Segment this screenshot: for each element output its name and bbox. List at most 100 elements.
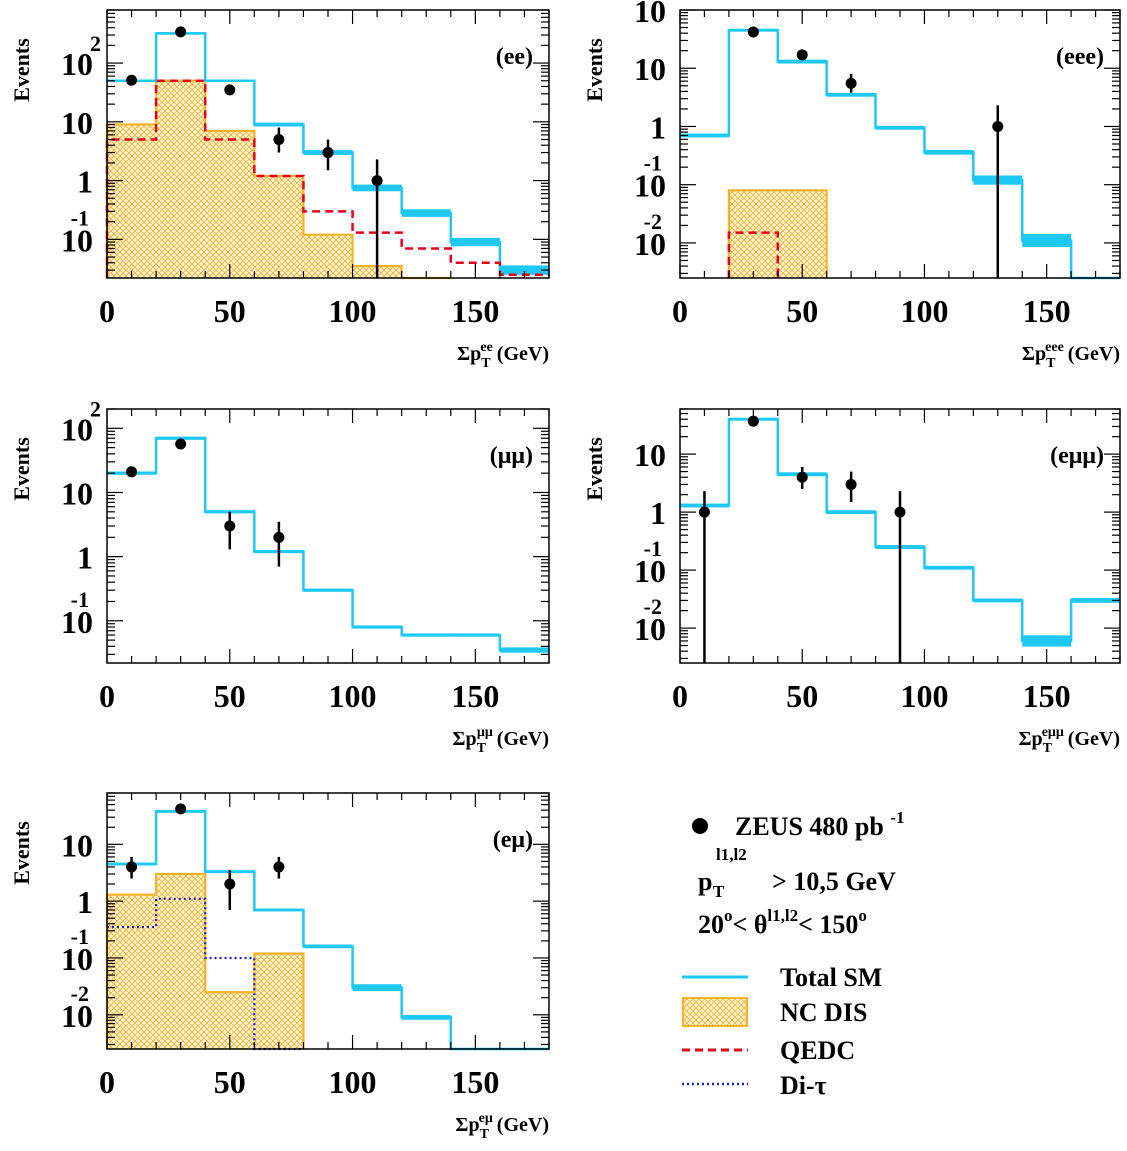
x-axis-label-sub: T — [1043, 741, 1053, 756]
y-axis-label: Events — [9, 437, 34, 501]
nc-dis-bar — [156, 874, 206, 1049]
data-point — [747, 415, 759, 427]
x-tick-label: 150 — [1023, 293, 1071, 329]
nc-dis-bar — [777, 190, 827, 278]
data-point — [175, 803, 187, 815]
legend: ZEUS 480 pb -1 p T l1,l2 > 10,5 GeV 20o<… — [682, 808, 905, 1100]
data-point — [126, 74, 138, 86]
nc-dis-bar — [205, 130, 255, 278]
svg-text:20o< θl1,l2< 150o: 20o< θl1,l2< 150o — [698, 906, 867, 939]
data-point — [845, 478, 857, 490]
legend-cut2-deg: o — [724, 906, 733, 925]
total-sm-line — [107, 437, 549, 652]
x-axis-label-sigma: Σp — [455, 1114, 479, 1136]
channel-label: (μμ) — [490, 443, 533, 469]
y-axis-label: Events — [582, 38, 607, 102]
data-point — [992, 120, 1004, 132]
panel-eee: 05010015010210110-110-2Events(eee)ΣpTeee… — [582, 0, 1121, 371]
y-tick-label: 10 — [61, 604, 93, 640]
legend-total-sm-label: Total SM — [780, 963, 882, 992]
y-tick-exponent: -2 — [644, 594, 662, 619]
x-axis-label-sigma: Σp — [1022, 343, 1046, 365]
y-tick-label: 10 — [634, 51, 666, 87]
data-point — [224, 878, 236, 890]
legend-cut2-mid: < θ — [733, 910, 768, 939]
y-tick-label: 10 — [61, 827, 93, 863]
total-sm-line — [107, 810, 549, 1051]
y-tick-exponent: -1 — [644, 151, 662, 176]
legend-ditau-label: Di-τ — [780, 1071, 827, 1100]
y-axis-label: Events — [9, 821, 34, 885]
x-tick-label: 150 — [451, 1064, 499, 1100]
x-tick-label: 50 — [786, 293, 818, 329]
data-point — [273, 531, 285, 543]
x-axis-label-sub: T — [477, 741, 487, 756]
y-tick-exponent: -1 — [71, 924, 89, 949]
legend-cut1-sub: T — [713, 882, 725, 901]
x-axis-label: ΣpTeμ (GeV) — [455, 1111, 549, 1142]
legend-cut2-deg2: o — [858, 906, 867, 925]
x-tick-label: 100 — [329, 1064, 377, 1100]
x-tick-label: 150 — [1023, 678, 1071, 714]
channel-label: (ee) — [496, 44, 533, 70]
data-point — [796, 49, 808, 61]
nc-dis-bar — [107, 894, 157, 1049]
y-tick-label: 10 — [634, 0, 666, 29]
x-tick-label: 0 — [99, 678, 115, 714]
data-point — [894, 506, 906, 518]
data-point — [273, 861, 285, 873]
x-tick-label: 150 — [451, 678, 499, 714]
x-axis-label-sigma: Σp — [452, 728, 476, 750]
channel-label: (eμμ) — [1050, 443, 1104, 469]
y-tick-exponent: 2 — [90, 396, 101, 421]
x-tick-label: 50 — [786, 678, 818, 714]
y-tick-exponent: -1 — [644, 536, 662, 561]
data-point — [126, 466, 138, 478]
y-tick-label: 10 — [634, 437, 666, 473]
y-tick-exponent: -2 — [644, 209, 662, 234]
svg-text:ZEUS 480 pb -1: ZEUS 480 pb -1 — [735, 808, 905, 841]
x-axis-label: ΣpTeμμ (GeV) — [1018, 725, 1120, 756]
data-point — [273, 134, 285, 146]
y-tick-exponent: -1 — [71, 587, 89, 612]
nc-dis-outline — [727, 189, 828, 278]
x-axis-label-sigma: Σp — [457, 343, 481, 365]
x-axis-label: ΣpTμμ (GeV) — [452, 725, 549, 756]
data-point — [845, 77, 857, 89]
legend-cut1-rest: > 10,5 GeV — [772, 867, 896, 896]
legend-cut2-post: < 150 — [798, 910, 858, 939]
x-axis-label: ΣpTeee (GeV) — [1022, 340, 1120, 371]
y-tick-label: 10 — [61, 105, 93, 141]
data-point — [175, 438, 187, 450]
data-point — [371, 175, 383, 187]
x-axis-label-unit: (GeV) — [497, 1114, 549, 1136]
x-axis-label-sup: eμ — [479, 1111, 493, 1126]
data-point — [224, 84, 236, 96]
legend-cut1-p: p — [698, 867, 712, 896]
y-tick-label: 10 — [634, 553, 666, 589]
ditau-line — [107, 897, 304, 1051]
x-tick-label: 0 — [99, 1064, 115, 1100]
x-axis-label-sub: T — [1046, 356, 1056, 371]
y-tick-label: 1 — [77, 884, 93, 920]
y-tick-label: 10 — [61, 411, 93, 447]
y-tick-label: 10 — [61, 941, 93, 977]
x-tick-label: 0 — [99, 293, 115, 329]
y-tick-exponent: 2 — [663, 0, 674, 3]
legend-nc-dis-label: NC DIS — [780, 998, 867, 1027]
y-tick-label: 1 — [650, 109, 666, 145]
y-tick-exponent: -1 — [71, 205, 89, 230]
data-point — [175, 26, 187, 38]
y-tick-label: 10 — [61, 222, 93, 258]
y-tick-label: 1 — [650, 495, 666, 531]
x-tick-label: 50 — [214, 1064, 246, 1100]
x-axis-label: ΣpTee (GeV) — [457, 340, 549, 371]
x-axis-label-sup: eμμ — [1042, 725, 1064, 740]
legend-data-marker — [692, 818, 708, 834]
y-tick-label: 10 — [634, 226, 666, 262]
